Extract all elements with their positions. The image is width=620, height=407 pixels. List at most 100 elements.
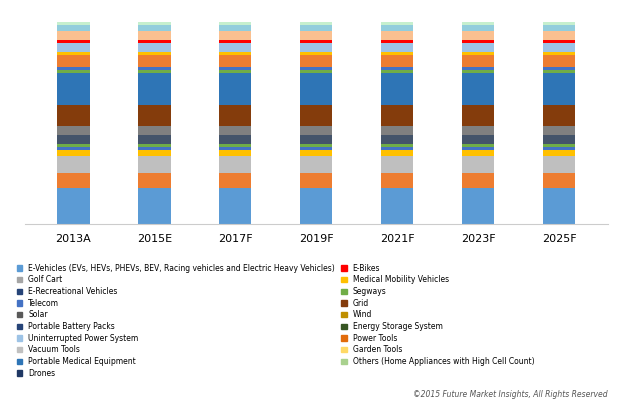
- Bar: [543, 40, 575, 43]
- Bar: [381, 70, 414, 73]
- Bar: [462, 155, 494, 173]
- Bar: [462, 144, 494, 147]
- Bar: [57, 150, 89, 155]
- Bar: [219, 52, 252, 55]
- Bar: [543, 135, 575, 144]
- Bar: [138, 22, 170, 25]
- Bar: [462, 25, 494, 31]
- Bar: [138, 150, 170, 155]
- Bar: [219, 55, 252, 67]
- Bar: [300, 144, 332, 147]
- Bar: [543, 31, 575, 40]
- Bar: [543, 155, 575, 173]
- Bar: [381, 188, 414, 224]
- Bar: [300, 155, 332, 173]
- Bar: [381, 173, 414, 188]
- Bar: [462, 173, 494, 188]
- Bar: [57, 43, 89, 52]
- Bar: [462, 67, 494, 70]
- Bar: [57, 155, 89, 173]
- Bar: [543, 188, 575, 224]
- Bar: [381, 25, 414, 31]
- Bar: [57, 22, 89, 25]
- Bar: [219, 155, 252, 173]
- Bar: [300, 70, 332, 73]
- Bar: [543, 173, 575, 188]
- Legend: E-Vehicles (EVs, HEVs, PHEVs, BEV, Racing vehicles and Electric Heavy Vehicles),: E-Vehicles (EVs, HEVs, PHEVs, BEV, Racin…: [17, 264, 534, 378]
- Bar: [138, 67, 170, 70]
- Bar: [57, 188, 89, 224]
- Bar: [381, 43, 414, 52]
- Bar: [381, 155, 414, 173]
- Bar: [219, 31, 252, 40]
- Bar: [138, 173, 170, 188]
- Bar: [462, 150, 494, 155]
- Bar: [138, 43, 170, 52]
- Bar: [57, 126, 89, 135]
- Bar: [543, 126, 575, 135]
- Bar: [381, 73, 414, 105]
- Bar: [300, 73, 332, 105]
- Bar: [138, 25, 170, 31]
- Bar: [57, 55, 89, 67]
- Bar: [138, 70, 170, 73]
- Bar: [138, 135, 170, 144]
- Bar: [381, 147, 414, 150]
- Bar: [219, 70, 252, 73]
- Bar: [138, 126, 170, 135]
- Text: ©2015 Future Market Insights, All Rights Reserved: ©2015 Future Market Insights, All Rights…: [413, 390, 608, 399]
- Bar: [300, 52, 332, 55]
- Bar: [57, 67, 89, 70]
- Bar: [300, 25, 332, 31]
- Bar: [462, 73, 494, 105]
- Bar: [462, 40, 494, 43]
- Bar: [219, 40, 252, 43]
- Bar: [543, 105, 575, 126]
- Bar: [543, 52, 575, 55]
- Bar: [138, 105, 170, 126]
- Bar: [300, 67, 332, 70]
- Bar: [57, 147, 89, 150]
- Bar: [543, 73, 575, 105]
- Bar: [57, 144, 89, 147]
- Bar: [381, 150, 414, 155]
- Bar: [300, 147, 332, 150]
- Bar: [381, 105, 414, 126]
- Bar: [138, 55, 170, 67]
- Bar: [138, 147, 170, 150]
- Bar: [300, 150, 332, 155]
- Bar: [381, 144, 414, 147]
- Bar: [57, 40, 89, 43]
- Bar: [543, 22, 575, 25]
- Bar: [138, 31, 170, 40]
- Bar: [300, 22, 332, 25]
- Bar: [543, 144, 575, 147]
- Bar: [138, 155, 170, 173]
- Bar: [219, 150, 252, 155]
- Bar: [219, 147, 252, 150]
- Bar: [300, 43, 332, 52]
- Bar: [462, 31, 494, 40]
- Bar: [300, 173, 332, 188]
- Bar: [219, 67, 252, 70]
- Bar: [219, 173, 252, 188]
- Bar: [300, 126, 332, 135]
- Bar: [138, 73, 170, 105]
- Bar: [381, 22, 414, 25]
- Bar: [462, 70, 494, 73]
- Bar: [57, 135, 89, 144]
- Bar: [300, 135, 332, 144]
- Bar: [381, 31, 414, 40]
- Bar: [219, 105, 252, 126]
- Bar: [543, 43, 575, 52]
- Bar: [219, 43, 252, 52]
- Bar: [300, 188, 332, 224]
- Bar: [219, 188, 252, 224]
- Bar: [462, 105, 494, 126]
- Bar: [219, 22, 252, 25]
- Bar: [462, 135, 494, 144]
- Bar: [219, 25, 252, 31]
- Bar: [543, 55, 575, 67]
- Bar: [138, 144, 170, 147]
- Bar: [462, 52, 494, 55]
